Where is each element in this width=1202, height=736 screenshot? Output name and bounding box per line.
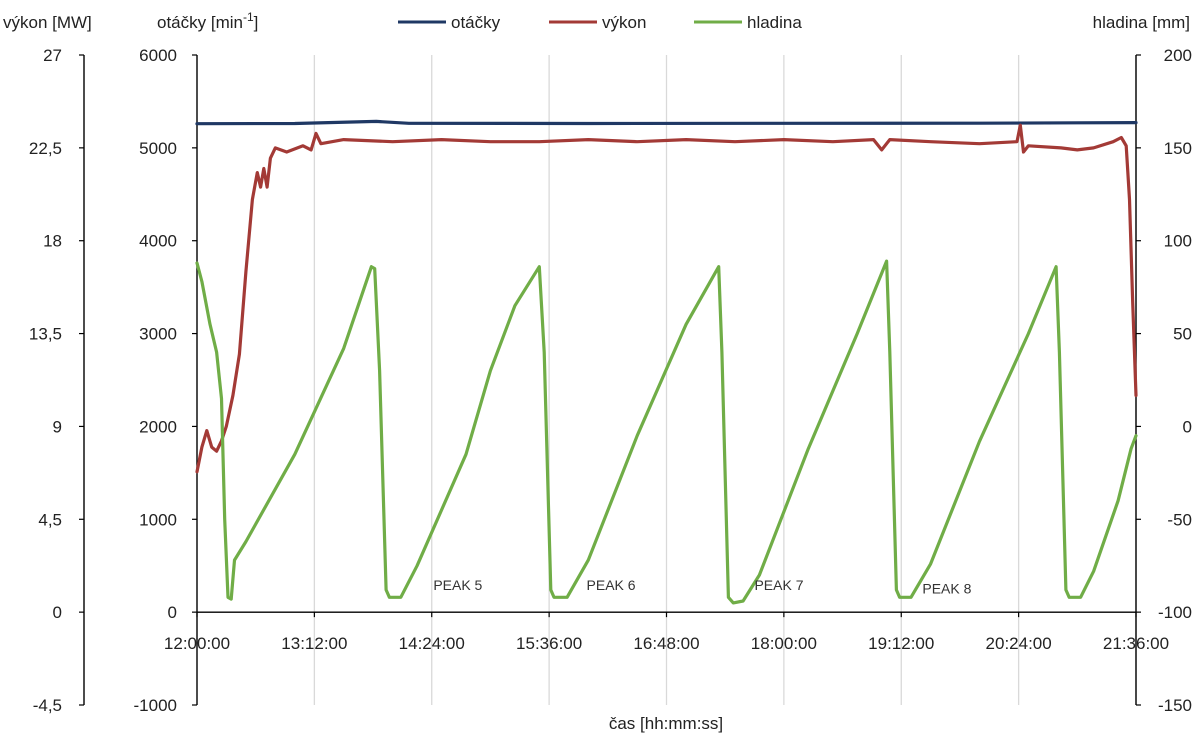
time-tick-label: 13:12:00 — [281, 634, 347, 653]
peak-annotation: PEAK 7 — [754, 577, 803, 593]
series-line-vykon — [195, 123, 1138, 474]
legend-label-vykon: výkon — [602, 13, 646, 32]
speed-tick-label: 5000 — [139, 139, 177, 158]
speed-tick-label: 0 — [168, 603, 177, 622]
series-line-otacky — [195, 119, 1138, 126]
power-tick-label: -4,5 — [33, 696, 62, 715]
legend-label-otacky: otáčky — [451, 13, 501, 32]
speed-axis-title: otáčky [min-1] — [157, 10, 258, 32]
power-tick-label: 27 — [43, 46, 62, 65]
peak-annotation: PEAK 5 — [433, 577, 482, 593]
speed-tick-label: 2000 — [139, 417, 177, 436]
legend-label-hladina: hladina — [747, 13, 802, 32]
series-lines — [195, 119, 1138, 605]
power-tick-label: 0 — [53, 603, 62, 622]
tick-labels: 6000500040003000200010000-10002722,51813… — [29, 46, 1192, 715]
series-line-hladina — [195, 259, 1138, 605]
level-tick-label: 200 — [1164, 46, 1192, 65]
time-tick-label: 16:48:00 — [633, 634, 699, 653]
speed-tick-label: -1000 — [134, 696, 177, 715]
power-tick-label: 9 — [53, 417, 62, 436]
power-axis-title: výkon [MW] — [3, 13, 92, 32]
level-tick-label: 50 — [1173, 325, 1192, 344]
axes — [79, 54, 1141, 706]
peak-annotation: PEAK 8 — [922, 581, 971, 597]
power-tick-label: 22,5 — [29, 139, 62, 158]
level-tick-label: 100 — [1164, 232, 1192, 251]
level-tick-label: -50 — [1167, 510, 1192, 529]
level-axis-title: hladina [mm] — [1093, 13, 1190, 32]
time-tick-label: 21:36:00 — [1103, 634, 1169, 653]
annotations: PEAK 5 PEAK 6 PEAK 7 PEAK 8 — [433, 577, 971, 597]
x-axis-title: čas [hh:mm:ss] — [609, 714, 723, 733]
speed-tick-label: 3000 — [139, 325, 177, 344]
time-tick-label: 12:00:00 — [164, 634, 230, 653]
level-tick-label: -100 — [1158, 603, 1192, 622]
level-tick-label: 0 — [1183, 417, 1192, 436]
time-tick-label: 19:12:00 — [868, 634, 934, 653]
power-tick-label: 18 — [43, 232, 62, 251]
peak-annotation: PEAK 6 — [587, 577, 636, 593]
legend: otáčky výkon hladina — [398, 13, 802, 32]
speed-tick-label: 1000 — [139, 510, 177, 529]
power-tick-label: 4,5 — [38, 510, 62, 529]
time-tick-label: 14:24:00 — [399, 634, 465, 653]
speed-tick-label: 4000 — [139, 232, 177, 251]
speed-axis-title-superscript: -1 — [243, 10, 254, 24]
level-tick-label: -150 — [1158, 696, 1192, 715]
time-tick-label: 15:36:00 — [516, 634, 582, 653]
time-tick-label: 18:00:00 — [751, 634, 817, 653]
vertical-gridlines — [313, 55, 1137, 705]
power-tick-label: 13,5 — [29, 325, 62, 344]
time-tick-label: 20:24:00 — [986, 634, 1052, 653]
speed-tick-label: 6000 — [139, 46, 177, 65]
level-tick-label: 150 — [1164, 139, 1192, 158]
